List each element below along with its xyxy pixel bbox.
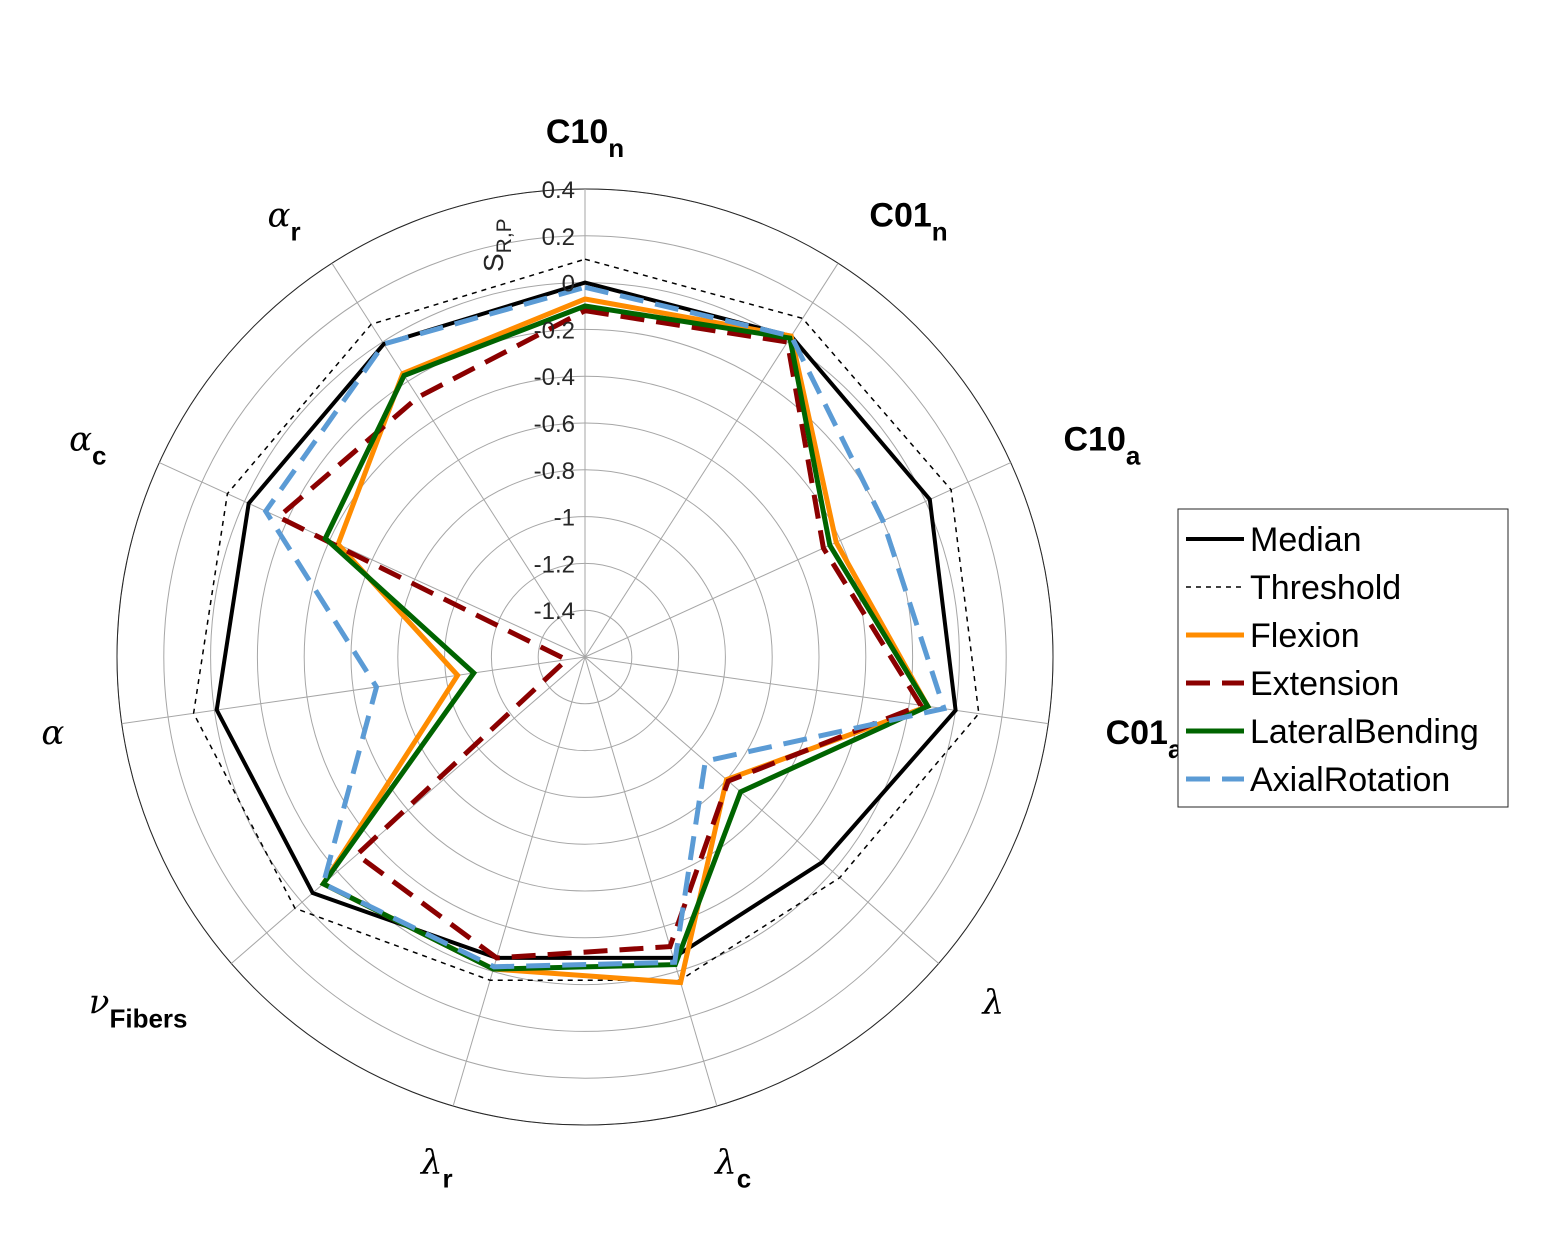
axis-label-main: λ [713, 1143, 737, 1183]
axis-label: λr [419, 1143, 453, 1194]
radial-tick-label: -1 [554, 505, 575, 532]
axis-label: C01a [1106, 714, 1183, 764]
axis-label: αc [69, 420, 106, 471]
axis-label-sub: r [443, 1164, 453, 1194]
axis-label-sub: c [737, 1164, 751, 1194]
series-axialrotation-line [262, 284, 948, 970]
radial-tick-label: 0 [562, 271, 575, 298]
axis-label-sub: c [92, 441, 106, 471]
legend-label: AxialRotation [1250, 761, 1450, 799]
axis-label-sub: Fibers [109, 1004, 187, 1034]
radial-tick-label: 0.2 [542, 224, 575, 251]
axis-label-main: λ [981, 983, 1005, 1023]
axis-label-main: α [41, 713, 64, 753]
axis-label: α [41, 713, 64, 753]
axis-label-sub: n [932, 217, 948, 247]
legend-box [1177, 508, 1509, 808]
radial-tick-label: -0.8 [534, 458, 575, 485]
radial-axis-label-sub: R,P [493, 218, 516, 253]
grid-spoke [230, 656, 586, 964]
axis-label-sub: r [290, 217, 300, 247]
axis-label-main: λ [419, 1143, 443, 1183]
legend-label: Median [1250, 521, 1362, 559]
radial-axis-label-main: S [478, 253, 509, 272]
grid-spoke [584, 656, 1049, 725]
radial-tick-label: -0.2 [534, 317, 575, 344]
grid-spoke [584, 263, 839, 658]
grid-spoke [121, 656, 586, 725]
axis-label-main: ν [89, 983, 110, 1023]
grid-spoke [452, 656, 586, 1107]
grid-spoke [159, 462, 586, 658]
axis-label: λc [713, 1143, 751, 1194]
radial-tick-label: -1.4 [534, 598, 575, 625]
radial-tick-label: -0.4 [534, 364, 575, 391]
axis-label-main: C01 [869, 197, 931, 235]
axis-label: λ [981, 983, 1005, 1023]
axis-label: C10a [1064, 421, 1141, 471]
grid-spoke [584, 656, 718, 1107]
axis-label-main: α [268, 196, 291, 236]
axis-label-main: C10 [546, 113, 608, 151]
axis-label-sub: n [608, 133, 624, 163]
polar-grid [116, 188, 1054, 1126]
grid-spoke [584, 656, 940, 964]
radial-tick-labels: 0.4 0.2 0 -0.2 -0.4 -0.6 -0.8 -1 -1.2 -1.4 [534, 177, 575, 625]
axis-label-main: C10 [1064, 421, 1126, 459]
legend-label: Flexion [1250, 617, 1360, 655]
axis-label-sub: a [1126, 441, 1141, 471]
series-layer [192, 258, 980, 986]
grid-spoke [584, 462, 1011, 658]
series-lateralbending-line [319, 303, 932, 972]
series-threshold-line [192, 258, 980, 982]
radial-axis-label: SR,P [478, 218, 516, 272]
radial-tick-label: 0.4 [542, 177, 575, 204]
grid-spoke [331, 263, 586, 658]
series-median-line [214, 280, 958, 960]
legend-label: LateralBending [1250, 713, 1479, 751]
radial-tick-label: -1.2 [534, 551, 575, 578]
legend-label: Extension [1250, 665, 1399, 703]
axis-label-main: α [69, 420, 92, 460]
axis-label: αr [268, 196, 301, 247]
series-extension-line [274, 308, 925, 961]
series-flexion-line [319, 296, 932, 986]
axis-label: C01n [869, 197, 947, 247]
legend-label: Threshold [1250, 569, 1401, 607]
legend: Median Threshold Flexion Extension LateralBe… [1177, 508, 1509, 808]
axis-label: νFibers [89, 983, 188, 1034]
axis-label-main: C01 [1106, 714, 1168, 752]
radial-tick-label: -0.6 [534, 411, 575, 438]
axis-label: C10n [546, 113, 624, 163]
